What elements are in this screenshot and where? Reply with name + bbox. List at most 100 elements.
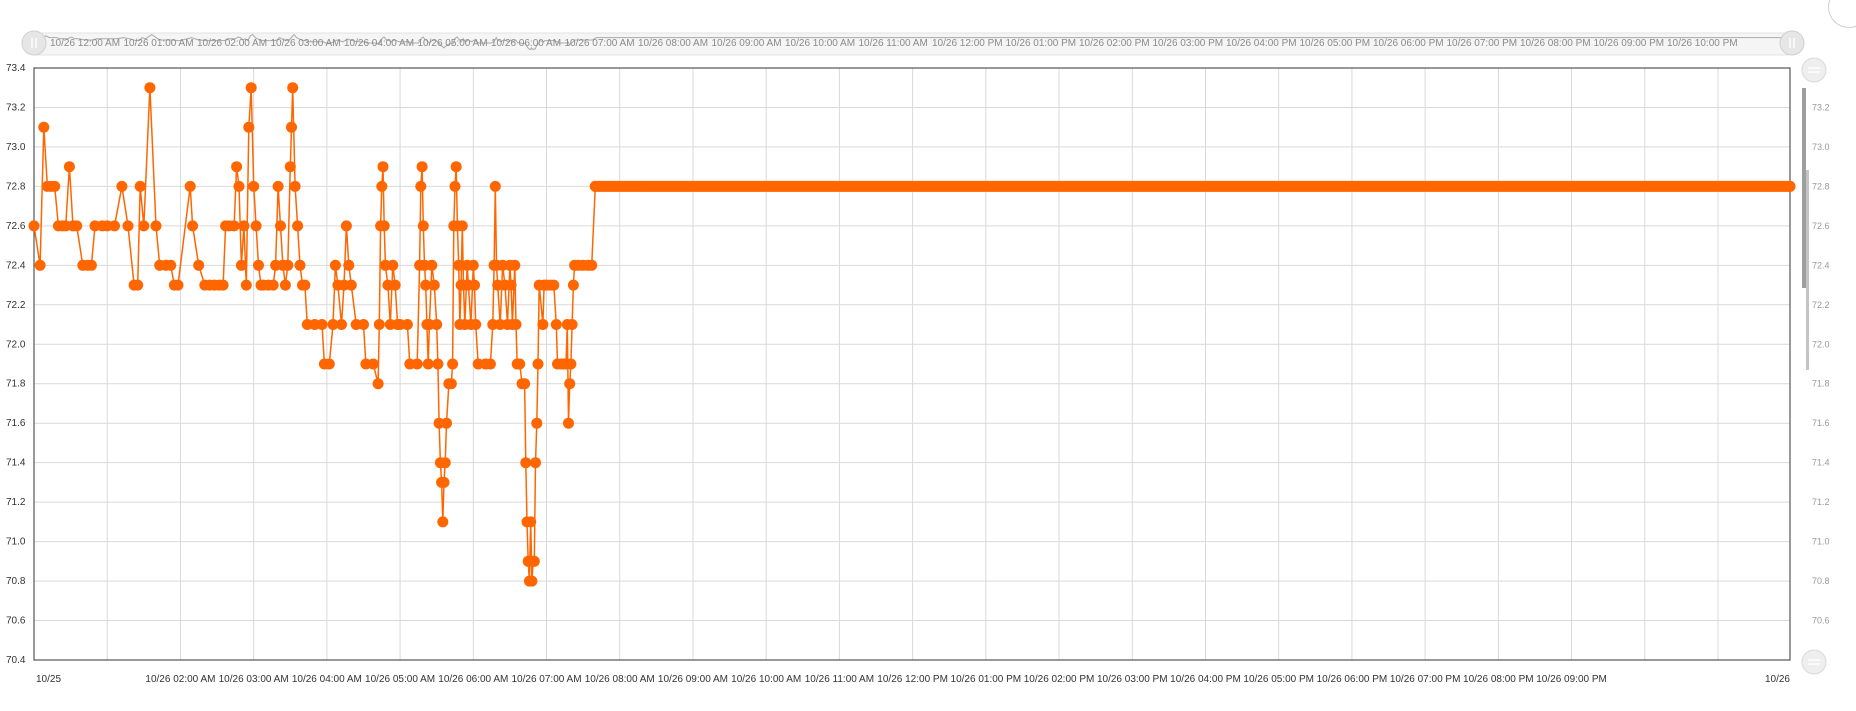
- data-point[interactable]: [327, 319, 339, 330]
- data-point[interactable]: [373, 319, 385, 330]
- data-point[interactable]: [340, 220, 352, 232]
- data-point[interactable]: [387, 259, 399, 271]
- data-point[interactable]: [85, 259, 97, 271]
- data-point[interactable]: [109, 220, 120, 232]
- data-point[interactable]: [469, 279, 480, 291]
- data-point[interactable]: [243, 121, 255, 133]
- data-point[interactable]: [566, 319, 578, 330]
- data-point[interactable]: [531, 417, 543, 429]
- data-point[interactable]: [520, 457, 532, 469]
- navigator-right-handle[interactable]: [1779, 30, 1805, 56]
- data-point[interactable]: [272, 180, 284, 192]
- data-point[interactable]: [376, 180, 388, 192]
- data-point[interactable]: [193, 259, 205, 271]
- data-point[interactable]: [514, 358, 526, 370]
- data-point[interactable]: [550, 319, 562, 330]
- data-point[interactable]: [563, 417, 574, 429]
- data-point[interactable]: [378, 220, 390, 232]
- data-point[interactable]: [282, 259, 294, 271]
- data-point[interactable]: [245, 82, 257, 94]
- data-point[interactable]: [165, 259, 177, 271]
- data-point[interactable]: [505, 279, 517, 291]
- data-point[interactable]: [286, 121, 297, 133]
- navigator-left-handle[interactable]: [21, 30, 47, 56]
- data-point[interactable]: [449, 180, 461, 192]
- data-point[interactable]: [329, 259, 341, 271]
- data-point[interactable]: [275, 220, 286, 232]
- data-point[interactable]: [470, 319, 482, 330]
- data-point[interactable]: [586, 259, 598, 271]
- data-point[interactable]: [377, 161, 389, 173]
- data-point[interactable]: [63, 161, 75, 173]
- data-point[interactable]: [450, 161, 462, 173]
- data-point[interactable]: [294, 259, 306, 271]
- data-point[interactable]: [343, 259, 355, 271]
- data-point[interactable]: [316, 319, 328, 330]
- data-point[interactable]: [456, 220, 468, 232]
- data-point[interactable]: [567, 279, 579, 291]
- navigator[interactable]: 10/26 12:00 AM 10/26 01:00 AM 10/26 02:00 …: [21, 30, 1805, 56]
- data-point[interactable]: [437, 516, 449, 528]
- data-point[interactable]: [415, 180, 427, 192]
- data-point[interactable]: [438, 476, 450, 488]
- data-point[interactable]: [71, 220, 83, 232]
- data-point[interactable]: [530, 457, 541, 469]
- data-point[interactable]: [250, 220, 262, 232]
- data-point[interactable]: [292, 220, 304, 232]
- data-point[interactable]: [150, 220, 162, 232]
- data-point[interactable]: [525, 516, 537, 528]
- data-point[interactable]: [49, 180, 61, 192]
- data-point[interactable]: [34, 259, 46, 271]
- data-point[interactable]: [422, 358, 434, 370]
- data-point[interactable]: [358, 319, 369, 330]
- data-point[interactable]: [431, 319, 443, 330]
- data-point[interactable]: [279, 279, 291, 291]
- data-point[interactable]: [453, 259, 465, 271]
- data-point[interactable]: [172, 279, 184, 291]
- data-point[interactable]: [289, 180, 301, 192]
- data-point[interactable]: [28, 220, 40, 232]
- data-point[interactable]: [519, 378, 531, 390]
- data-point[interactable]: [548, 279, 560, 291]
- data-point[interactable]: [401, 319, 413, 330]
- data-point[interactable]: [484, 358, 496, 370]
- data-point[interactable]: [138, 220, 150, 232]
- data-point[interactable]: [253, 259, 264, 271]
- data-point[interactable]: [411, 358, 423, 370]
- data-point[interactable]: [428, 279, 440, 291]
- data-point[interactable]: [132, 279, 144, 291]
- data-point[interactable]: [122, 220, 134, 232]
- data-point[interactable]: [537, 319, 549, 330]
- data-point[interactable]: [267, 279, 279, 291]
- data-point[interactable]: [441, 417, 452, 429]
- handle-knob[interactable]: [21, 30, 47, 56]
- data-point[interactable]: [336, 319, 347, 330]
- data-point[interactable]: [526, 575, 538, 587]
- data-point[interactable]: [432, 358, 444, 370]
- data-point[interactable]: [467, 259, 479, 271]
- data-point[interactable]: [416, 161, 428, 173]
- data-point[interactable]: [426, 259, 438, 271]
- data-point[interactable]: [372, 378, 384, 390]
- data-point[interactable]: [299, 279, 311, 291]
- vertical-scroll-bottom-knob[interactable]: [1801, 649, 1827, 675]
- scroll-knob[interactable]: [1801, 57, 1827, 83]
- data-point[interactable]: [144, 82, 156, 94]
- data-point[interactable]: [447, 358, 459, 370]
- data-point[interactable]: [509, 259, 521, 271]
- data-point[interactable]: [528, 555, 540, 567]
- data-point[interactable]: [240, 279, 252, 291]
- data-point[interactable]: [235, 259, 247, 271]
- data-point[interactable]: [445, 378, 457, 390]
- vertical-scroll-thumb[interactable]: [1802, 88, 1806, 288]
- data-point[interactable]: [284, 161, 296, 173]
- data-point[interactable]: [565, 358, 577, 370]
- data-point[interactable]: [238, 220, 250, 232]
- data-point[interactable]: [231, 161, 243, 173]
- data-point[interactable]: [510, 319, 522, 330]
- data-point[interactable]: [564, 378, 576, 390]
- data-point[interactable]: [323, 358, 335, 370]
- data-point[interactable]: [116, 180, 128, 192]
- data-point[interactable]: [439, 457, 451, 469]
- data-point[interactable]: [345, 279, 357, 291]
